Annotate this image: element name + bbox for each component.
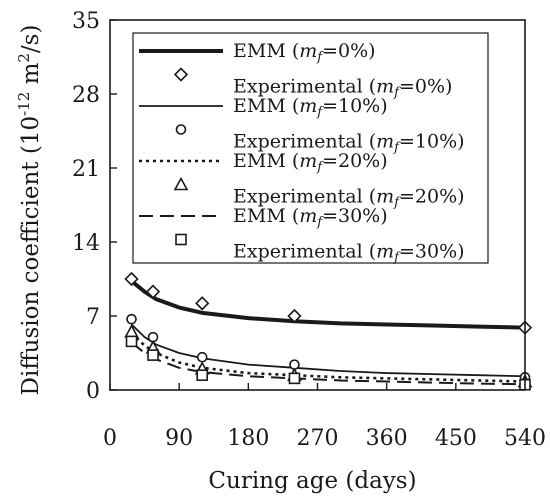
legend-label-suffix: =20%): [322, 150, 388, 172]
y-tick-label: 14: [72, 231, 100, 256]
legend-label-prefix: EMM (: [233, 40, 299, 62]
x-tick-label: 90: [165, 426, 193, 451]
legend-label-suffix: =30%): [399, 241, 465, 263]
square-point: [147, 349, 159, 361]
legend: EMM (mf=0%)Experimental (mf=0%)EMM (mf=1…: [132, 32, 489, 266]
y-axis-title-end: /s): [18, 25, 44, 54]
square-point: [196, 369, 209, 382]
plot-frame: [109, 19, 526, 391]
x-tick-label: 360: [366, 426, 408, 451]
legend-label-sub: f: [316, 215, 324, 230]
legend-label-sub: f: [393, 251, 401, 266]
legend-items: EMM (mf=0%)Experimental (mf=0%)EMM (mf=1…: [139, 40, 465, 266]
series-2: [130, 323, 526, 378]
legend-label-var: m: [376, 76, 394, 98]
series-6: [130, 341, 526, 386]
x-tick-label: 270: [297, 426, 339, 451]
legend-label: EMM (mf=20%): [233, 150, 388, 175]
legend-label-prefix: Experimental (: [233, 76, 376, 98]
legend-label-suffix: =10%): [322, 95, 388, 117]
legend-label-suffix: =10%): [399, 131, 465, 153]
legend-marker-swatch: [173, 67, 189, 82]
legend-label-prefix: EMM (: [233, 205, 299, 227]
y-axis-title-unit: m: [18, 62, 44, 91]
legend-label-var: m: [376, 131, 394, 153]
legend-item-0: EMM (mf=0%): [139, 40, 376, 65]
legend-marker-swatch: [173, 176, 189, 191]
y-axis-title: Diffusion coefficient (10-12 m2/s): [15, 25, 44, 396]
series-1: [124, 271, 533, 335]
legend-box: [132, 32, 489, 264]
legend-item-2: EMM (mf=10%): [139, 95, 388, 120]
x-axis-title: Curing age (days): [208, 468, 416, 494]
legend-item-6: EMM (mf=30%): [139, 205, 388, 230]
diamond-point: [195, 296, 210, 311]
y-axis-title-main: Diffusion coefficient (10: [18, 116, 44, 396]
legend-label: EMM (mf=30%): [233, 205, 388, 230]
y-tick-label: 0: [86, 379, 100, 404]
series-0: [130, 279, 526, 330]
model-line: [130, 323, 526, 378]
legend-label-sub: f: [316, 50, 324, 65]
legend-label-var: m: [299, 95, 317, 117]
legend-label-var: m: [299, 150, 317, 172]
legend-label-suffix: =0%): [399, 76, 452, 98]
legend-label-var: m: [376, 186, 394, 208]
legend-item-4: EMM (mf=20%): [139, 150, 388, 175]
x-tick-label: 540: [504, 426, 546, 451]
y-tick-label: 7: [86, 305, 100, 330]
model-line: [130, 341, 526, 386]
y-tick-label: 35: [72, 9, 100, 34]
legend-label-suffix: =0%): [322, 40, 375, 62]
legend-label-suffix: =30%): [322, 205, 388, 227]
square-point: [125, 335, 138, 348]
legend-label: Experimental (mf=0%): [233, 76, 452, 101]
legend-label-var: m: [376, 241, 394, 263]
legend-label-prefix: Experimental (: [233, 241, 376, 263]
legend-label: Experimental (mf=10%): [233, 131, 465, 156]
y-axis-title-exp2: 2: [15, 53, 33, 63]
legend-label: Experimental (mf=30%): [233, 241, 465, 266]
diamond-point: [287, 308, 302, 324]
legend-item-5: Experimental (mf=20%): [173, 176, 465, 211]
y-tick-label: 28: [72, 83, 100, 108]
legend-label: Experimental (mf=20%): [233, 186, 465, 211]
square-point: [288, 372, 301, 385]
series-5: [124, 324, 533, 388]
diamond-point: [124, 271, 139, 287]
tick-labels: 0 7 14 21 28 35 0 90 180 270 360 450 540: [72, 9, 546, 451]
legend-marker-swatch: [175, 233, 187, 246]
x-tick-label: 450: [435, 426, 477, 451]
legend-label-var: m: [299, 40, 317, 62]
legend-label: EMM (mf=10%): [233, 95, 388, 120]
legend-item-7: Experimental (mf=30%): [175, 233, 465, 266]
series-layer: [124, 271, 533, 391]
legend-label: EMM (mf=0%): [233, 40, 376, 65]
legend-label-prefix: EMM (: [233, 150, 299, 172]
y-tick-label: 21: [72, 157, 100, 182]
legend-marker-swatch: [175, 124, 187, 135]
x-tick-label: 0: [103, 426, 117, 451]
legend-label-sub: f: [316, 105, 324, 120]
legend-label-suffix: =20%): [399, 186, 465, 208]
circle-point: [196, 351, 208, 363]
legend-label-sub: f: [316, 160, 324, 175]
y-axis-title-exp: -12: [15, 92, 33, 116]
legend-label-sub: f: [393, 86, 401, 101]
legend-item-1: Experimental (mf=0%): [173, 67, 452, 101]
legend-label-prefix: Experimental (: [233, 131, 376, 153]
legend-label-prefix: EMM (: [233, 95, 299, 117]
diamond-point: [145, 284, 161, 299]
circle-point: [126, 313, 137, 325]
legend-label-sub: f: [393, 196, 401, 211]
legend-label-prefix: Experimental (: [233, 186, 376, 208]
legend-label-sub: f: [393, 141, 401, 156]
legend-item-3: Experimental (mf=10%): [175, 124, 465, 156]
x-tick-label: 180: [227, 426, 269, 451]
legend-label-var: m: [299, 205, 317, 227]
model-line: [130, 279, 526, 330]
